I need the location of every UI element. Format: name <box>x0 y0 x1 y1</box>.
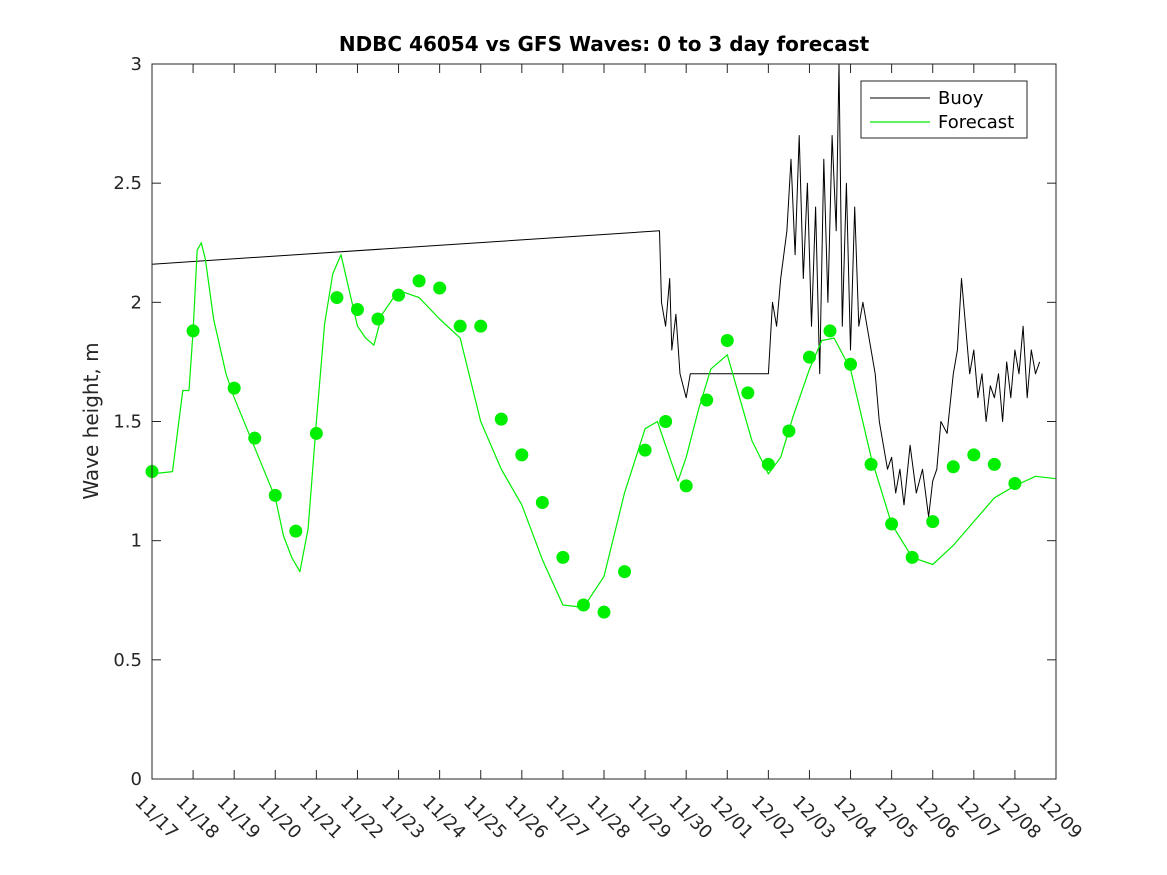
x-tick-label: 11/30 <box>665 792 717 844</box>
x-tick-label: 12/04 <box>829 792 881 844</box>
forecast-marker <box>967 448 981 462</box>
forecast-marker <box>823 324 837 338</box>
x-tick-label: 12/01 <box>706 792 758 844</box>
forecast-markers <box>145 274 1022 619</box>
y-tick-label: 2 <box>131 292 142 313</box>
y-tick-label: 0 <box>131 769 142 790</box>
forecast-marker <box>761 457 775 471</box>
forecast-marker <box>782 424 796 438</box>
x-tick-label: 11/19 <box>213 792 265 844</box>
forecast-marker <box>1008 476 1022 490</box>
series-lines <box>151 63 1057 609</box>
x-tick-label: 12/03 <box>788 792 840 844</box>
forecast-marker <box>330 291 344 305</box>
plot-frame <box>151 63 1057 780</box>
legend-forecast-label: Forecast <box>938 112 1014 133</box>
y-axis: 0 0.5 1 1.5 2 2.5 3 <box>113 54 1056 790</box>
y-tick-label: 1 <box>131 531 142 552</box>
forecast-marker <box>659 415 673 428</box>
forecast-marker <box>268 488 282 502</box>
forecast-marker <box>474 319 488 333</box>
forecast-marker <box>638 443 652 457</box>
x-tick-label: 12/07 <box>952 792 1004 844</box>
x-tick-label: 11/23 <box>377 792 429 844</box>
x-tick-label: 11/21 <box>295 792 347 844</box>
forecast-marker <box>905 550 919 564</box>
forecast-marker <box>433 281 447 295</box>
x-tick-label: 11/17 <box>130 792 182 844</box>
forecast-marker <box>741 386 755 400</box>
forecast-marker <box>494 412 508 426</box>
y-axis-label: Wave height, m <box>79 342 103 499</box>
forecast-marker <box>618 565 632 579</box>
forecast-marker <box>864 457 878 471</box>
legend-box <box>860 80 1028 139</box>
x-tick-label: 12/09 <box>1034 792 1086 844</box>
forecast-marker <box>679 479 693 493</box>
forecast-marker <box>371 312 385 326</box>
forecast-marker <box>946 460 960 474</box>
x-tick-label: 12/02 <box>747 792 799 844</box>
x-tick-label: 11/29 <box>624 792 676 844</box>
forecast-marker <box>309 426 323 440</box>
x-tick-label: 11/22 <box>336 792 388 844</box>
y-tick-label: 2.5 <box>113 173 142 194</box>
x-tick-label: 11/24 <box>418 792 470 844</box>
x-tick-label: 12/08 <box>993 792 1045 844</box>
forecast-marker <box>556 550 570 564</box>
forecast-marker <box>926 515 940 529</box>
forecast-marker <box>844 357 858 371</box>
forecast-marker <box>412 274 426 288</box>
chart-title: NDBC 46054 vs GFS Waves: 0 to 3 day fore… <box>339 32 870 56</box>
y-tick-label: 3 <box>131 54 142 75</box>
plot-area <box>152 64 1056 779</box>
legend: Buoy Forecast <box>860 80 1028 139</box>
y-tick-label: 0.5 <box>113 650 142 671</box>
forecast-marker <box>597 605 611 619</box>
x-tick-label: 11/25 <box>459 792 511 844</box>
x-tick-label: 12/06 <box>911 792 963 844</box>
forecast-marker <box>248 431 262 445</box>
legend-buoy-label: Buoy <box>938 88 984 109</box>
x-tick-label: 11/27 <box>541 792 593 844</box>
y-tick-label: 1.5 <box>113 412 142 433</box>
x-tick-label: 11/28 <box>582 792 634 844</box>
forecast-marker <box>350 302 364 316</box>
forecast-marker <box>720 333 734 347</box>
forecast-marker <box>453 319 467 333</box>
x-tick-label: 11/20 <box>254 792 306 844</box>
forecast-marker <box>700 393 714 407</box>
forecast-marker <box>186 324 200 338</box>
forecast-marker <box>392 288 406 302</box>
forecast-marker <box>515 448 529 462</box>
forecast-marker <box>289 524 303 538</box>
forecast-marker <box>802 350 816 364</box>
forecast-line <box>151 242 1057 609</box>
x-tick-label: 11/18 <box>172 792 224 844</box>
forecast-marker <box>885 517 899 531</box>
x-tick-label: 11/26 <box>500 792 552 844</box>
forecast-marker <box>535 496 549 510</box>
forecast-marker <box>576 598 590 612</box>
x-tick-label: 12/05 <box>870 792 922 844</box>
buoy-line <box>151 63 1041 518</box>
forecast-marker <box>987 457 1001 471</box>
forecast-marker <box>227 381 241 395</box>
